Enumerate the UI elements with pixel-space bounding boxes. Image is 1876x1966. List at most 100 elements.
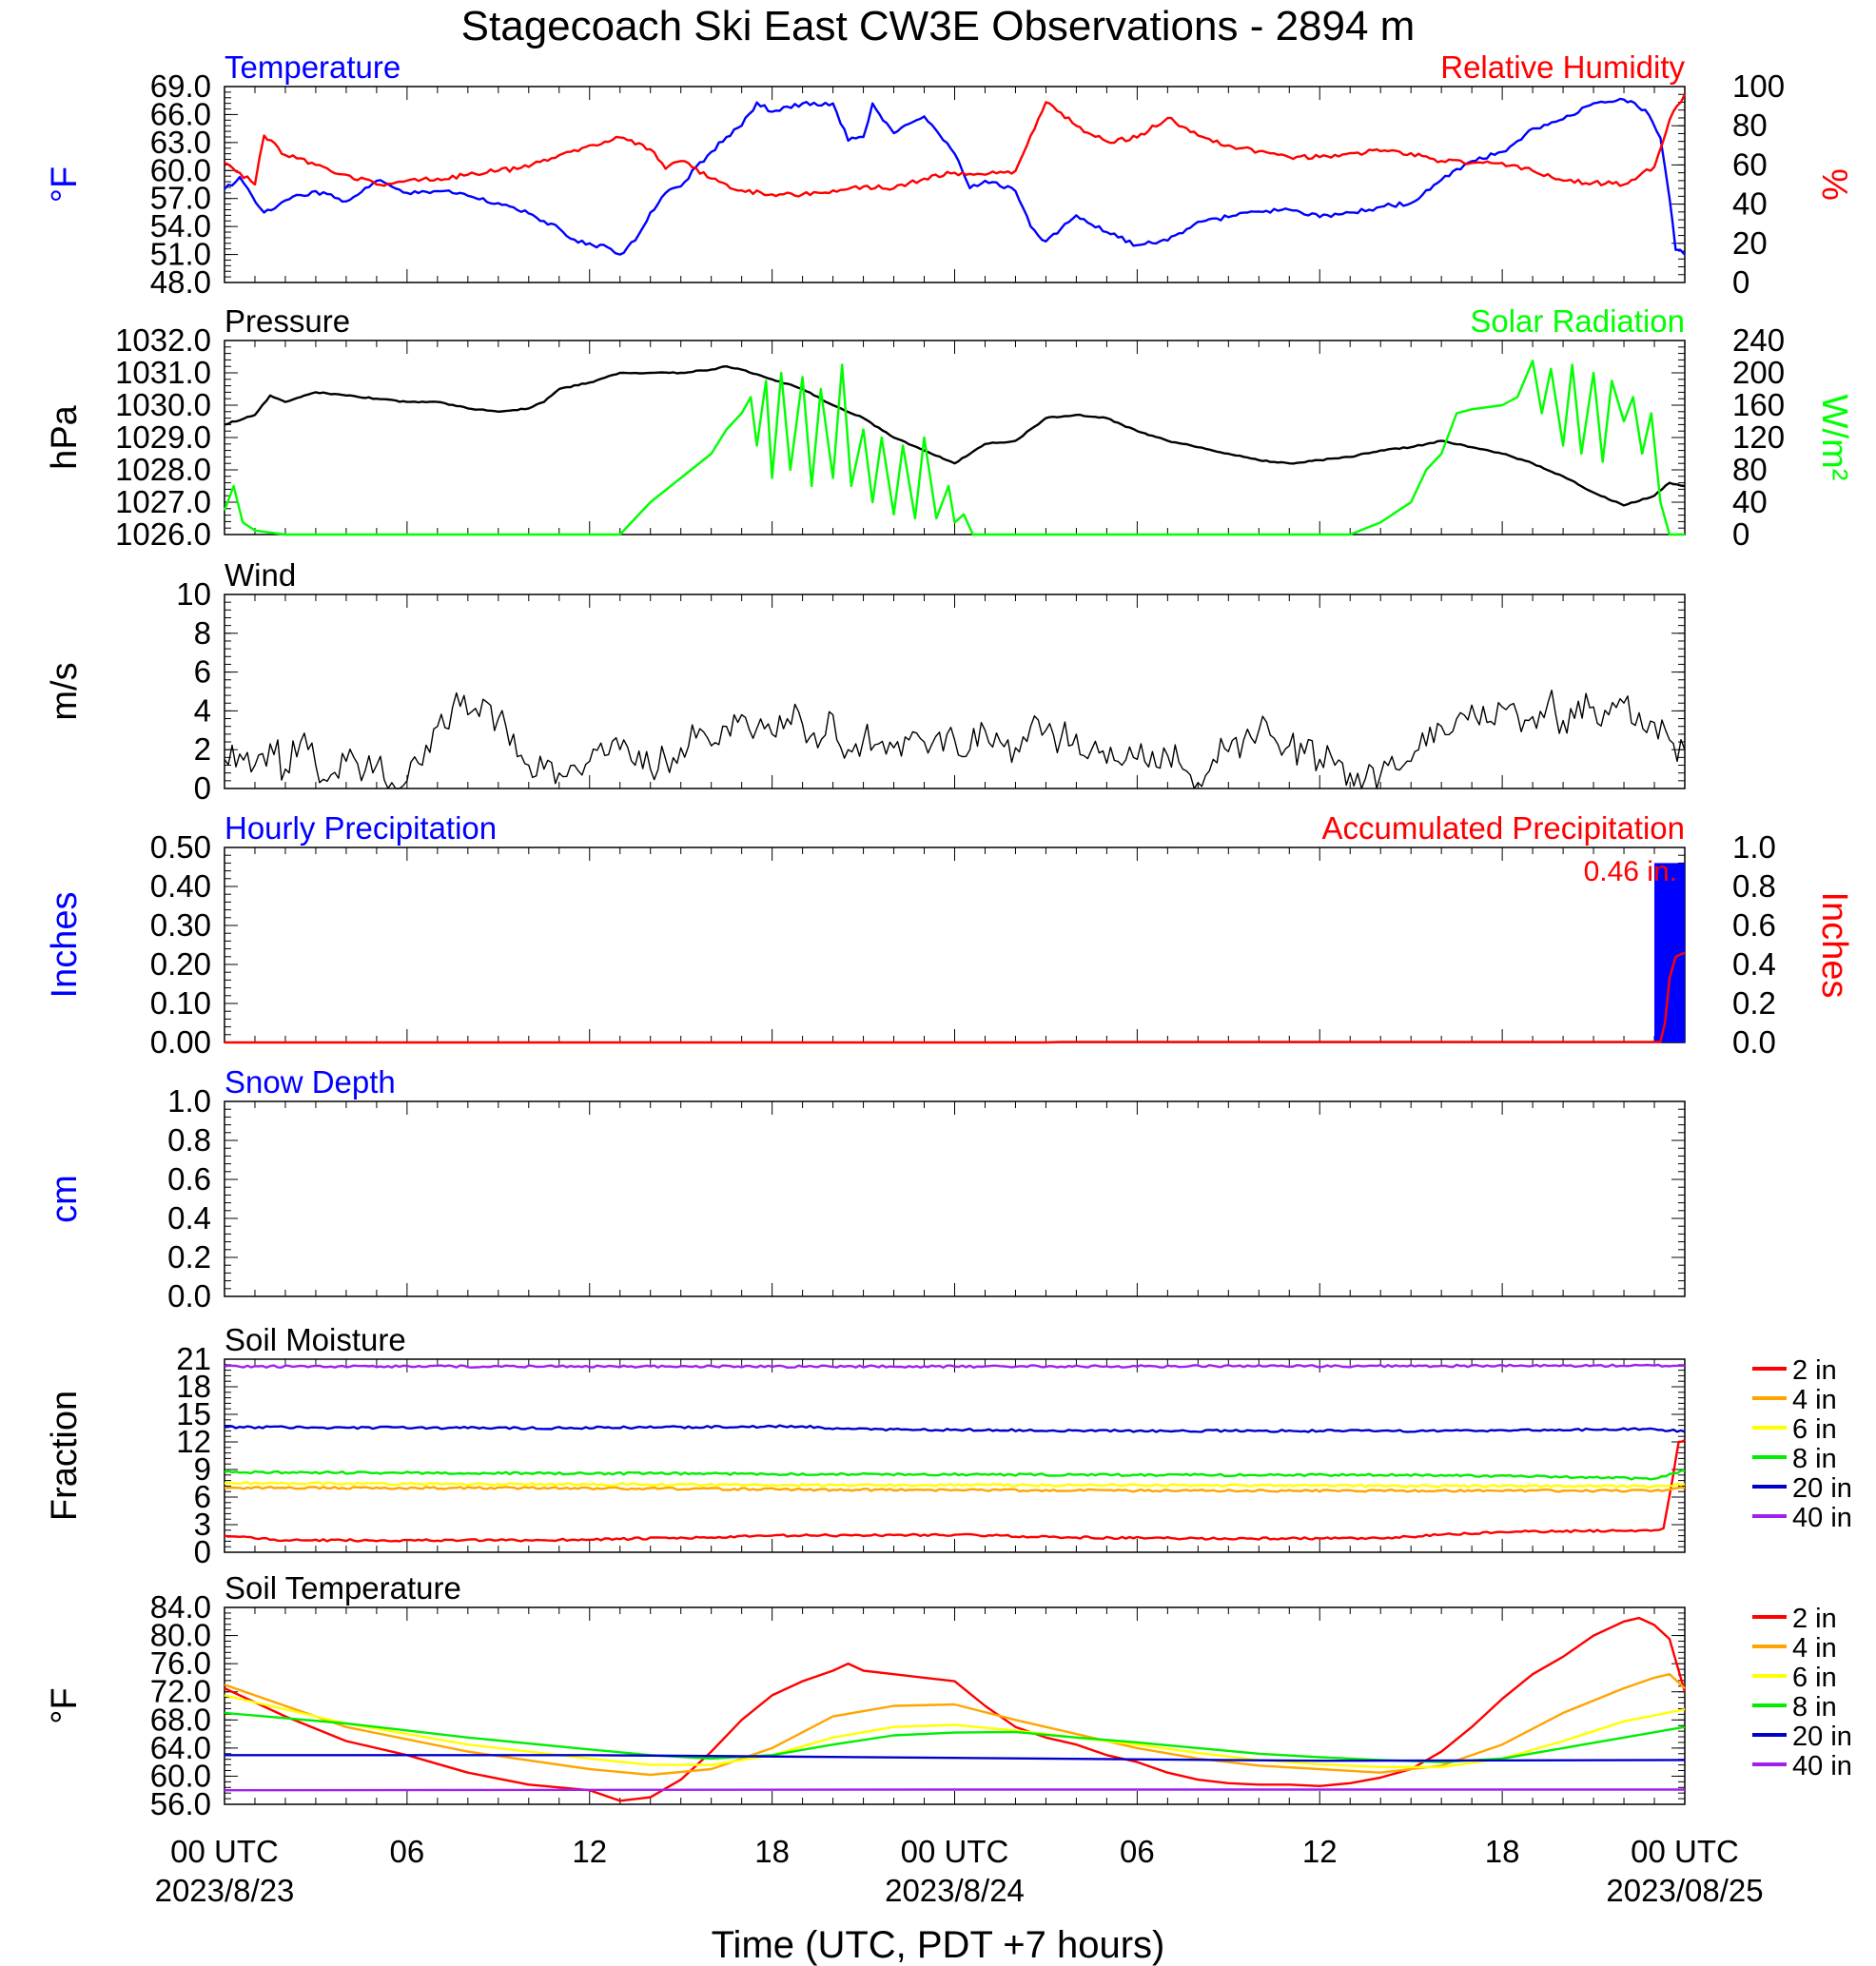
y-tick-label-right: 0.8 xyxy=(1732,868,1776,904)
chart-title: Stagecoach Ski East CW3E Observations - … xyxy=(461,3,1416,49)
y-tick-label-right: 120 xyxy=(1732,419,1785,455)
y-tick-label-right: 0.2 xyxy=(1732,985,1776,1021)
y-tick-label: 1031.0 xyxy=(115,355,211,390)
y-tick-label: 6 xyxy=(194,654,211,690)
panel-press_solar: 1026.01027.01028.01029.01030.01031.01032… xyxy=(45,303,1854,552)
y-tick-label: 9 xyxy=(194,1451,211,1487)
panel-frame xyxy=(224,594,1686,789)
y-tick-label: 0 xyxy=(194,1534,211,1569)
y-axis-label: °F xyxy=(45,166,85,203)
y-tick-label: 63.0 xyxy=(150,125,211,160)
y-tick-label: 15 xyxy=(176,1396,211,1431)
y-tick-label: 4 xyxy=(194,692,211,728)
legend-label: 2 in xyxy=(1792,1355,1837,1386)
x-tick-label: 18 xyxy=(1485,1834,1520,1869)
legend-label: 8 in xyxy=(1792,1444,1837,1474)
panel-title-left: Wind xyxy=(225,557,296,593)
legend-label: 6 in xyxy=(1792,1414,1837,1445)
y-tick-label: 0.0 xyxy=(167,1278,211,1314)
y-tick-label: 84.0 xyxy=(150,1589,211,1625)
y-axis-label: cm xyxy=(45,1175,85,1223)
y-tick-label: 1030.0 xyxy=(115,387,211,422)
panel-title-left: Snow Depth xyxy=(225,1064,396,1100)
y-tick-label: 0 xyxy=(194,770,211,806)
panel-frame xyxy=(224,340,1686,535)
y-axis-label: Fraction xyxy=(45,1391,85,1521)
legend-label: 40 in xyxy=(1792,1751,1852,1781)
series-line-20-in xyxy=(225,1754,1686,1762)
y-tick-label-right: 0.6 xyxy=(1732,907,1776,943)
y-tick-label: 60.0 xyxy=(150,1758,211,1793)
panel-frame xyxy=(224,1358,1686,1553)
y-tick-label: 72.0 xyxy=(150,1674,211,1709)
chart-panels: 48.051.054.057.060.063.066.069.002040608… xyxy=(45,49,1854,1821)
y-tick-label: 64.0 xyxy=(150,1730,211,1765)
y-tick-label: 0.40 xyxy=(150,868,211,904)
y-axis-label: m/s xyxy=(45,662,85,720)
y-tick-label-right: 200 xyxy=(1732,355,1785,390)
y-tick-label-right: 20 xyxy=(1732,225,1768,261)
y-tick-label: 21 xyxy=(176,1341,211,1376)
y-axis-label: Inches xyxy=(45,892,85,999)
y-tick-label-right: 0.4 xyxy=(1732,946,1776,982)
precip-total-label: 0.46 in. xyxy=(1584,856,1677,887)
x-date-label: 2023/8/23 xyxy=(155,1873,295,1908)
legend-label: 8 in xyxy=(1792,1692,1837,1723)
y-tick-label: 56.0 xyxy=(150,1786,211,1821)
y-axis-label-right: % xyxy=(1814,168,1854,201)
series-line-2-in xyxy=(224,1439,1686,1543)
panel-title-right: Relative Humidity xyxy=(1440,49,1685,85)
legend-label: 6 in xyxy=(1792,1663,1837,1693)
legend-label: 2 in xyxy=(1792,1604,1837,1634)
y-tick-label: 2 xyxy=(194,731,211,767)
series-line-40-in xyxy=(224,1788,1685,1792)
x-date-label: 2023/08/25 xyxy=(1606,1873,1763,1908)
panel-snow: 0.00.20.40.60.81.0 Snow Depth cm xyxy=(45,1064,1686,1314)
y-tick-label-right: 0 xyxy=(1732,516,1749,552)
panel-title-left: Temperature xyxy=(225,49,401,85)
series-line-relative-humidity xyxy=(224,93,1687,198)
y-tick-label: 0.00 xyxy=(150,1024,211,1060)
y-tick-label-right: 80 xyxy=(1732,452,1768,487)
series-line-solar-radiation xyxy=(223,360,1685,536)
legend-label: 20 in xyxy=(1792,1722,1852,1752)
x-tick-label: 06 xyxy=(390,1834,425,1869)
x-tick-label: 12 xyxy=(1302,1834,1338,1869)
y-tick-label: 0.20 xyxy=(150,946,211,982)
y-tick-label: 0.50 xyxy=(150,829,211,865)
y-tick-label: 1027.0 xyxy=(115,484,211,519)
y-tick-label-right: 1.0 xyxy=(1732,829,1776,865)
panel-title-left: Soil Temperature xyxy=(225,1570,461,1606)
y-tick-label-right: 80 xyxy=(1732,107,1768,143)
legend-label: 40 in xyxy=(1792,1503,1852,1533)
y-tick-label: 1026.0 xyxy=(115,516,211,552)
series-line-temperature xyxy=(224,97,1686,256)
y-tick-label: 8 xyxy=(194,615,211,651)
y-tick-label: 0.10 xyxy=(150,985,211,1021)
series-line-20-in xyxy=(224,1424,1686,1433)
y-tick-label-right: 100 xyxy=(1732,68,1785,104)
panel-title-right: Solar Radiation xyxy=(1470,303,1685,339)
y-tick-label: 0.8 xyxy=(167,1122,211,1158)
y-tick-label: 51.0 xyxy=(150,237,211,272)
x-tick-label: 18 xyxy=(754,1834,790,1869)
y-tick-label: 69.0 xyxy=(150,68,211,104)
x-tick-label: 00 UTC xyxy=(1631,1834,1739,1869)
series-line-4-in xyxy=(225,1486,1686,1493)
y-axis-label-right: Inches xyxy=(1814,892,1854,999)
x-axis: 00 UTC 2023/8/23 06 12 18 00 UTC 2023/8/24 06 12… xyxy=(155,1834,1764,1908)
series-line-pressure xyxy=(224,365,1686,507)
panel-title-left: Soil Moisture xyxy=(225,1322,406,1357)
y-tick-label: 54.0 xyxy=(150,208,211,243)
y-tick-label-right: 40 xyxy=(1732,484,1768,519)
panel-frame xyxy=(224,847,1686,1043)
panel-frame xyxy=(224,1606,1686,1805)
y-axis-label-right: W/m² xyxy=(1814,395,1854,481)
y-tick-label-right: 160 xyxy=(1732,387,1785,422)
y-tick-label-right: 0 xyxy=(1732,264,1749,300)
y-tick-label: 1032.0 xyxy=(115,322,211,358)
y-axis-label: hPa xyxy=(45,404,85,469)
y-tick-label-right: 240 xyxy=(1732,322,1785,358)
